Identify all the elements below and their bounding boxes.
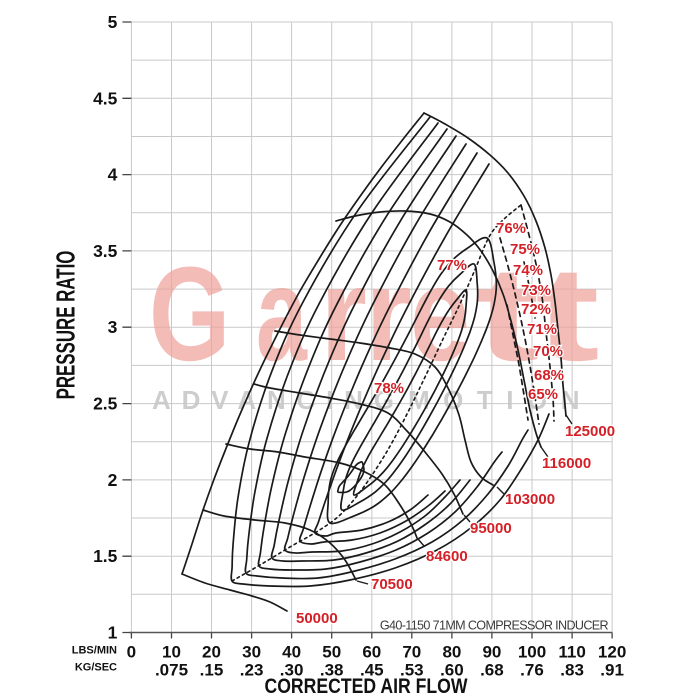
svg-text:84600: 84600 bbox=[426, 548, 468, 565]
svg-text:75%: 75% bbox=[510, 241, 540, 258]
svg-text:72%: 72% bbox=[521, 301, 551, 318]
svg-text:t: t bbox=[535, 240, 600, 389]
svg-text:.91: .91 bbox=[600, 661, 624, 680]
svg-text:5: 5 bbox=[108, 12, 118, 32]
svg-text:.60: .60 bbox=[440, 661, 464, 680]
svg-text:71%: 71% bbox=[527, 321, 557, 338]
svg-text:120: 120 bbox=[598, 643, 626, 662]
svg-text:.30: .30 bbox=[280, 661, 304, 680]
svg-text:50: 50 bbox=[322, 643, 341, 662]
svg-text:77%: 77% bbox=[437, 257, 467, 274]
svg-text:PRESSURE RATIO: PRESSURE RATIO bbox=[51, 251, 81, 400]
svg-text:90: 90 bbox=[482, 643, 501, 662]
svg-text:1.5: 1.5 bbox=[93, 546, 118, 566]
svg-text:.53: .53 bbox=[400, 661, 424, 680]
svg-text:80: 80 bbox=[442, 643, 461, 662]
svg-text:.83: .83 bbox=[560, 661, 584, 680]
svg-text:70: 70 bbox=[402, 643, 421, 662]
svg-text:68%: 68% bbox=[534, 367, 564, 384]
svg-text:.45: .45 bbox=[360, 661, 384, 680]
svg-text:74%: 74% bbox=[513, 262, 543, 279]
svg-text:4: 4 bbox=[108, 165, 118, 185]
svg-text:3.5: 3.5 bbox=[93, 241, 118, 261]
svg-text:65%: 65% bbox=[528, 386, 558, 403]
svg-text:.68: .68 bbox=[480, 661, 504, 680]
svg-text:.76: .76 bbox=[520, 661, 544, 680]
svg-text:30: 30 bbox=[242, 643, 261, 662]
svg-text:95000: 95000 bbox=[470, 520, 512, 537]
svg-text:50000: 50000 bbox=[296, 610, 338, 627]
svg-text:LBS/MIN: LBS/MIN bbox=[72, 645, 117, 657]
svg-text:76%: 76% bbox=[496, 220, 526, 237]
svg-text:.075: .075 bbox=[155, 661, 188, 680]
svg-text:125000: 125000 bbox=[565, 423, 615, 440]
svg-text:0: 0 bbox=[127, 643, 136, 662]
svg-text:.23: .23 bbox=[240, 661, 264, 680]
svg-text:60: 60 bbox=[362, 643, 381, 662]
svg-text:2.5: 2.5 bbox=[93, 394, 118, 414]
svg-text:103000: 103000 bbox=[505, 491, 555, 508]
svg-text:G: G bbox=[149, 240, 230, 389]
svg-text:3: 3 bbox=[108, 317, 118, 337]
svg-text:CORRECTED AIR FLOW: CORRECTED AIR FLOW bbox=[264, 674, 467, 698]
svg-text:KG/SEC: KG/SEC bbox=[75, 662, 117, 674]
svg-text:4.5: 4.5 bbox=[93, 88, 118, 108]
svg-text:116000: 116000 bbox=[542, 455, 591, 472]
svg-text:20: 20 bbox=[202, 643, 221, 662]
svg-text:t: t bbox=[475, 240, 540, 389]
svg-text:100: 100 bbox=[518, 643, 546, 662]
svg-text:110: 110 bbox=[558, 643, 585, 662]
svg-text:10: 10 bbox=[162, 643, 181, 662]
svg-text:2: 2 bbox=[108, 470, 118, 490]
svg-text:1: 1 bbox=[108, 623, 118, 643]
svg-text:.38: .38 bbox=[320, 661, 344, 680]
svg-text:70500: 70500 bbox=[371, 576, 413, 593]
svg-text:70%: 70% bbox=[533, 343, 563, 360]
svg-text:G40-1150 71MM COMPRESSOR INDUC: G40-1150 71MM COMPRESSOR INDUCER bbox=[380, 619, 609, 633]
svg-text:a: a bbox=[256, 240, 308, 389]
svg-text:ADVANCING: ADVANCING bbox=[152, 385, 405, 415]
svg-text:MOTION: MOTION bbox=[408, 385, 593, 415]
svg-text:73%: 73% bbox=[521, 282, 551, 299]
svg-text:40: 40 bbox=[282, 643, 301, 662]
svg-text:.15: .15 bbox=[200, 661, 224, 680]
svg-text:78%: 78% bbox=[374, 380, 404, 397]
